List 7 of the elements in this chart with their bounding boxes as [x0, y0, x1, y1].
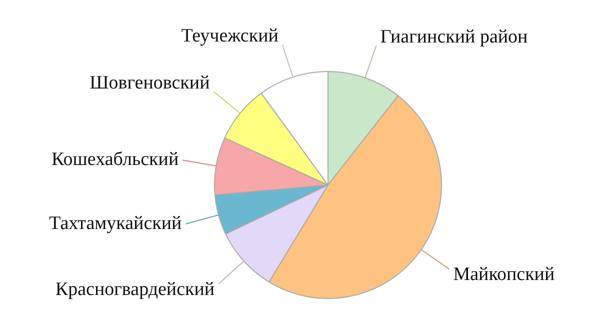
slice-label: Кошехабльский [52, 149, 179, 170]
slice-label: Теучежский [181, 26, 278, 47]
slice-label: Шовгеновский [90, 72, 210, 94]
slice-label: Гиагинский район [380, 26, 528, 48]
slice-label: Тахтамукайский [49, 212, 182, 234]
slice-label: Майкопский [453, 264, 555, 286]
slice-label: Красногвардейский [55, 278, 215, 300]
